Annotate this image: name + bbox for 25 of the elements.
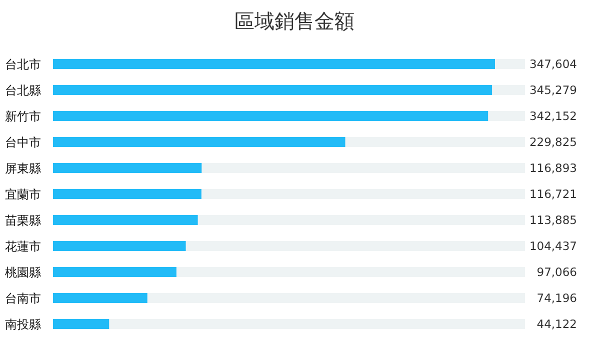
y-tick-label: 屏東縣 <box>5 162 41 176</box>
y-tick-label: 台北市 <box>5 58 41 72</box>
bar <box>53 319 110 329</box>
data-label: 116,893 <box>529 161 577 175</box>
y-tick-label: 花蓮市 <box>5 240 41 254</box>
y-tick-label: 宜蘭市 <box>5 188 41 202</box>
y-tick-label: 南投縣 <box>5 318 41 332</box>
y-tick-label: 桃園縣 <box>5 266 41 280</box>
data-label: 104,437 <box>529 239 577 253</box>
data-label: 347,604 <box>529 57 577 71</box>
data-label: 116,721 <box>529 187 577 201</box>
chart-title: 區域銷售金額 <box>234 9 354 33</box>
y-tick-label: 新竹市 <box>5 110 41 124</box>
bar <box>53 293 148 303</box>
data-label: 345,279 <box>529 83 577 97</box>
y-tick-label: 台中市 <box>5 136 41 150</box>
data-label: 229,825 <box>529 135 577 149</box>
data-label: 342,152 <box>529 109 577 123</box>
y-tick-label: 台南市 <box>5 292 41 306</box>
y-tick-label: 苗栗縣 <box>5 214 41 228</box>
data-label: 113,885 <box>529 213 577 227</box>
data-label: 44,122 <box>536 317 577 331</box>
data-label: 74,196 <box>536 291 577 305</box>
y-tick-label: 台北縣 <box>5 84 41 98</box>
data-label: 97,066 <box>536 265 577 279</box>
